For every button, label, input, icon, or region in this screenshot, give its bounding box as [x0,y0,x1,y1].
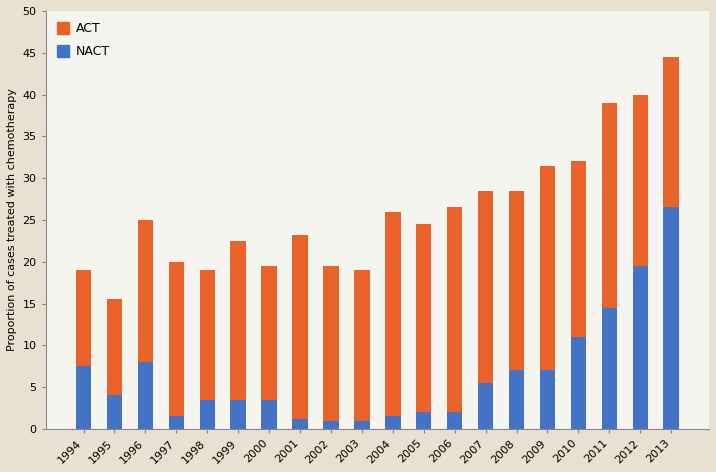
Bar [354,270,369,421]
Bar [292,419,308,429]
Bar [231,241,246,400]
Bar [540,371,555,429]
Bar [664,207,679,429]
Bar [416,412,432,429]
Bar [323,421,339,429]
Bar [509,371,524,429]
Bar [168,416,184,429]
Bar [478,191,493,383]
Bar [416,224,432,412]
Bar [323,266,339,421]
Bar [137,220,153,362]
Bar [231,400,246,429]
Bar [385,211,400,416]
Bar [571,161,586,337]
Bar [354,421,369,429]
Bar [509,191,524,371]
Legend: ACT, NACT: ACT, NACT [52,17,115,63]
Bar [200,270,215,400]
Bar [447,412,463,429]
Bar [76,270,91,366]
Bar [261,400,277,429]
Bar [292,235,308,419]
Bar [632,266,648,429]
Bar [571,337,586,429]
Bar [478,383,493,429]
Y-axis label: Proportion of cases treated with chemotherapy: Proportion of cases treated with chemoth… [7,88,17,351]
Bar [385,416,400,429]
Bar [601,308,617,429]
Bar [200,400,215,429]
Bar [447,207,463,412]
Bar [261,266,277,400]
Bar [107,299,122,396]
Bar [540,166,555,371]
Bar [107,396,122,429]
Bar [168,261,184,416]
Bar [664,57,679,207]
Bar [632,94,648,266]
Bar [601,103,617,308]
Bar [137,362,153,429]
Bar [76,366,91,429]
